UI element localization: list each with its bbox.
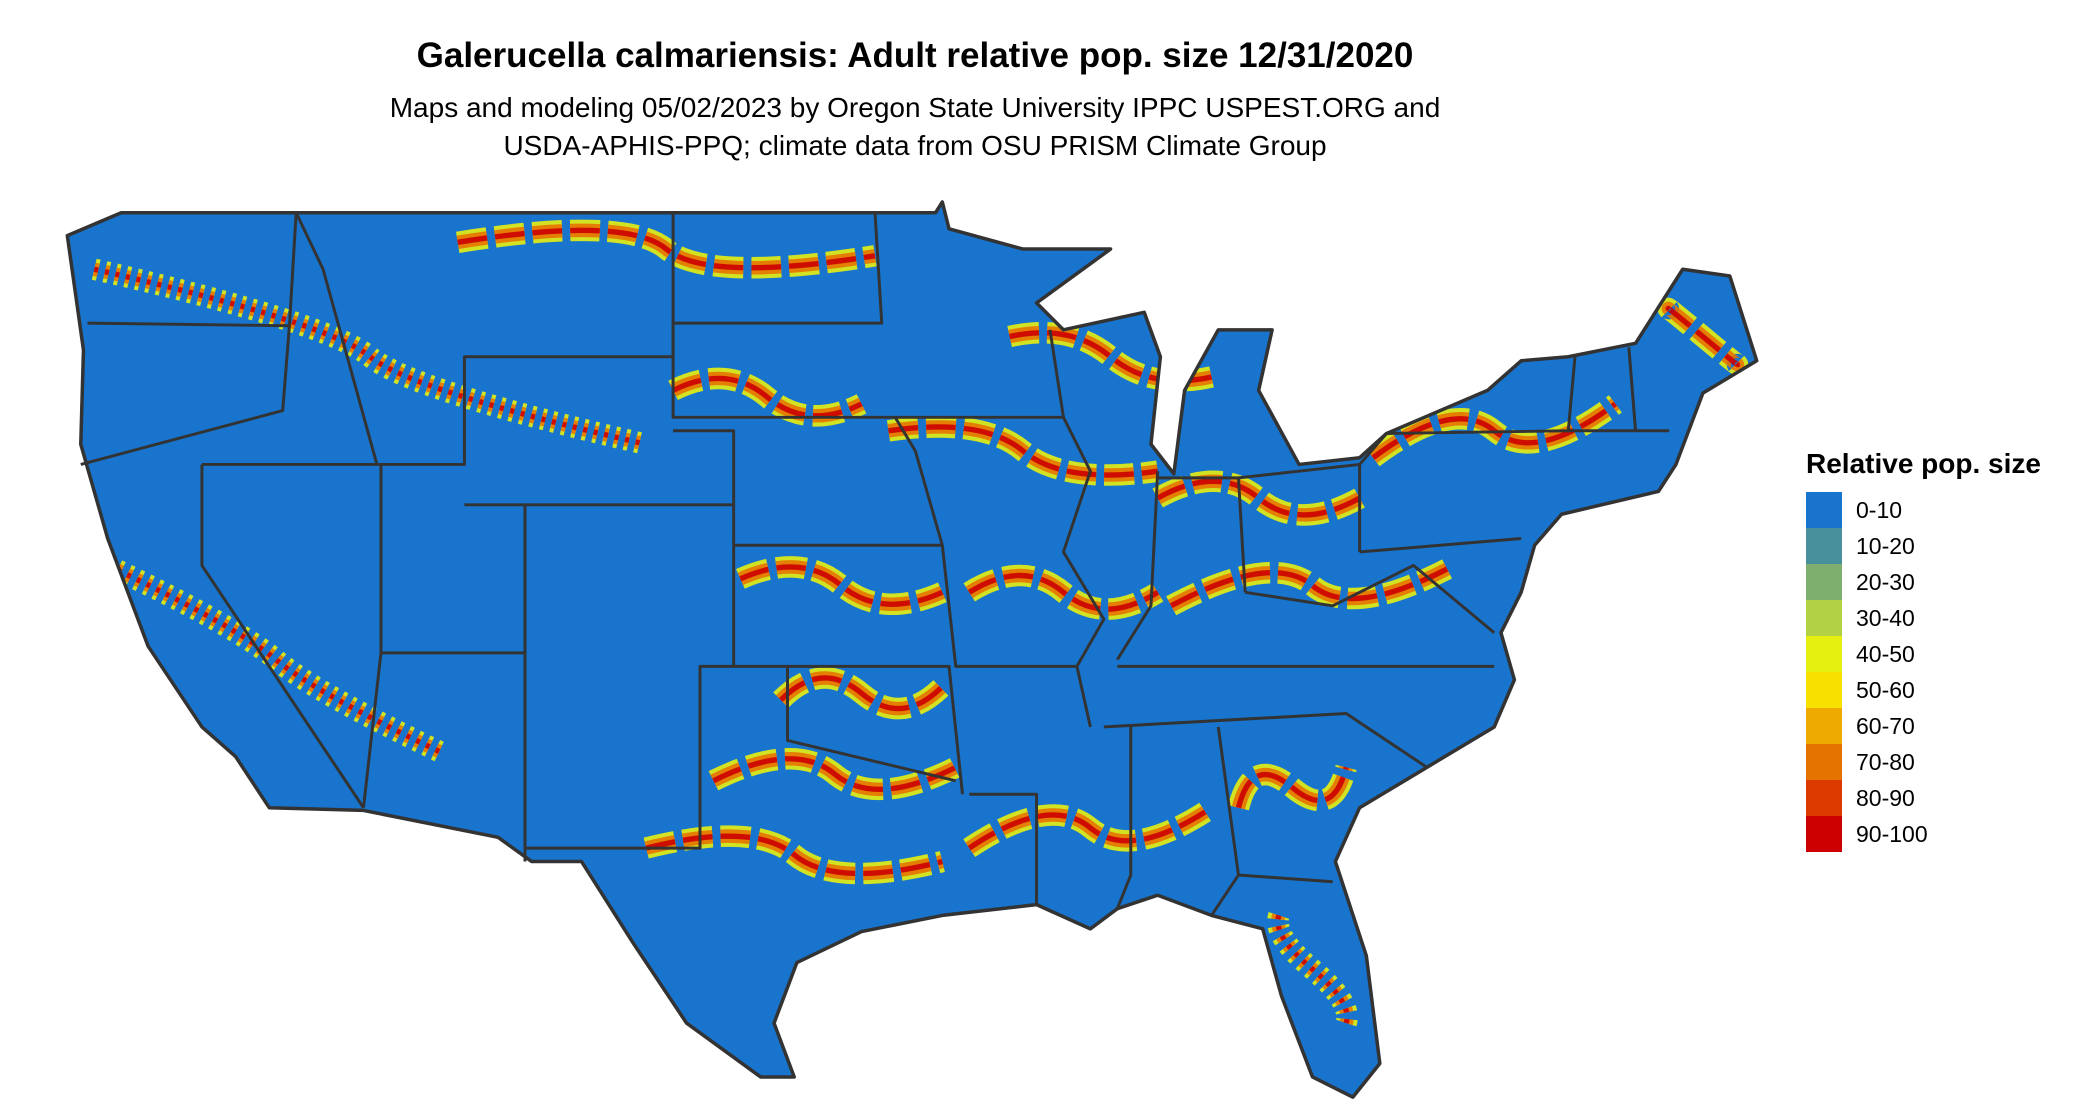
legend-label: 50-60 [1856,676,1915,703]
legend-swatch [1806,564,1842,600]
state-border [1115,726,1133,910]
legend-label: 10-20 [1856,532,1915,559]
us-land-area [67,201,1757,1098]
legend-label: 80-90 [1856,784,1915,811]
state-border [787,664,964,795]
legend-label: 20-30 [1856,568,1915,595]
hotspot-band [457,227,876,271]
national-border [65,200,1759,1099]
state-border [1358,356,1577,466]
legend-swatch [1806,636,1842,672]
legend-item: 50-60 [1806,672,2041,708]
hotspot-band [967,805,1214,851]
state-border [1244,563,1496,634]
hotspot-band [1235,766,1349,809]
hotspot-band [739,564,944,607]
state-border [1627,347,1638,431]
legend-item: 20-30 [1806,564,2041,600]
legend: Relative pop. size 0-10 10-20 20-30 30-40 40… [1806,448,2041,852]
state-border [200,464,365,809]
legend-label: 70-80 [1856,748,1915,775]
legend-swatch [1806,744,1842,780]
hotspot-band [1665,305,1741,368]
state-border [80,325,291,466]
legend-item: 0-10 [1806,492,2041,528]
state-border [361,652,383,808]
state-border [1238,873,1333,884]
legend-label: 0-10 [1856,496,1903,523]
state-border [673,429,736,505]
state-border [1116,471,1160,661]
state-borders [80,212,1670,917]
legend-swatch [1806,708,1842,744]
legend-item: 90-100 [1806,816,2041,852]
legend-swatch [1806,672,1842,708]
hotspot-band [967,572,1160,612]
legend-label: 40-50 [1856,640,1915,667]
hotspot-band [888,424,1159,478]
legend-label: 90-100 [1856,820,1928,847]
state-border [1359,537,1522,554]
map-title: Galerucella calmariensis: Adult relative… [416,36,1414,75]
hotspot-band [712,756,957,792]
legend-item: 70-80 [1806,744,2041,780]
legend-label: 30-40 [1856,604,1915,631]
hotspot-band [1275,914,1350,1024]
hotspot-band [93,266,647,447]
hotspot-band [778,675,945,712]
state-border [201,212,379,466]
state-border [1103,712,1428,769]
state-border [913,450,1092,728]
legend-item: 30-40 [1806,600,2041,636]
map-subtitle-line-1: Maps and modeling 05/02/2023 by Oregon S… [389,92,1441,123]
legend-swatch [1806,492,1842,528]
legend-swatch [1806,780,1842,816]
state-border [673,212,884,325]
legend-swatch [1806,816,1842,852]
state-border [525,664,957,850]
legend-item: 40-50 [1806,636,2041,672]
hotspot-band [106,562,446,757]
hotspot-band [1169,563,1456,609]
legend-item: 10-20 [1806,528,2041,564]
hotspot-band [645,833,943,877]
hotspot-band [1156,478,1361,518]
legend-title: Relative pop. size [1806,448,2041,479]
legend-item: 80-90 [1806,780,2041,816]
state-border [376,212,675,466]
state-border [1061,416,1106,668]
state-border [969,792,1039,905]
legend-item: 60-70 [1806,708,2041,744]
hotspot-band [671,375,863,419]
state-border [671,323,917,452]
legend-label: 60-70 [1856,712,1915,739]
legend-swatch [1806,528,1842,564]
legend-swatch [1806,600,1842,636]
map-subtitle-line-2: USDA-APHIS-PPQ; climate data from OSU PR… [503,130,1327,161]
